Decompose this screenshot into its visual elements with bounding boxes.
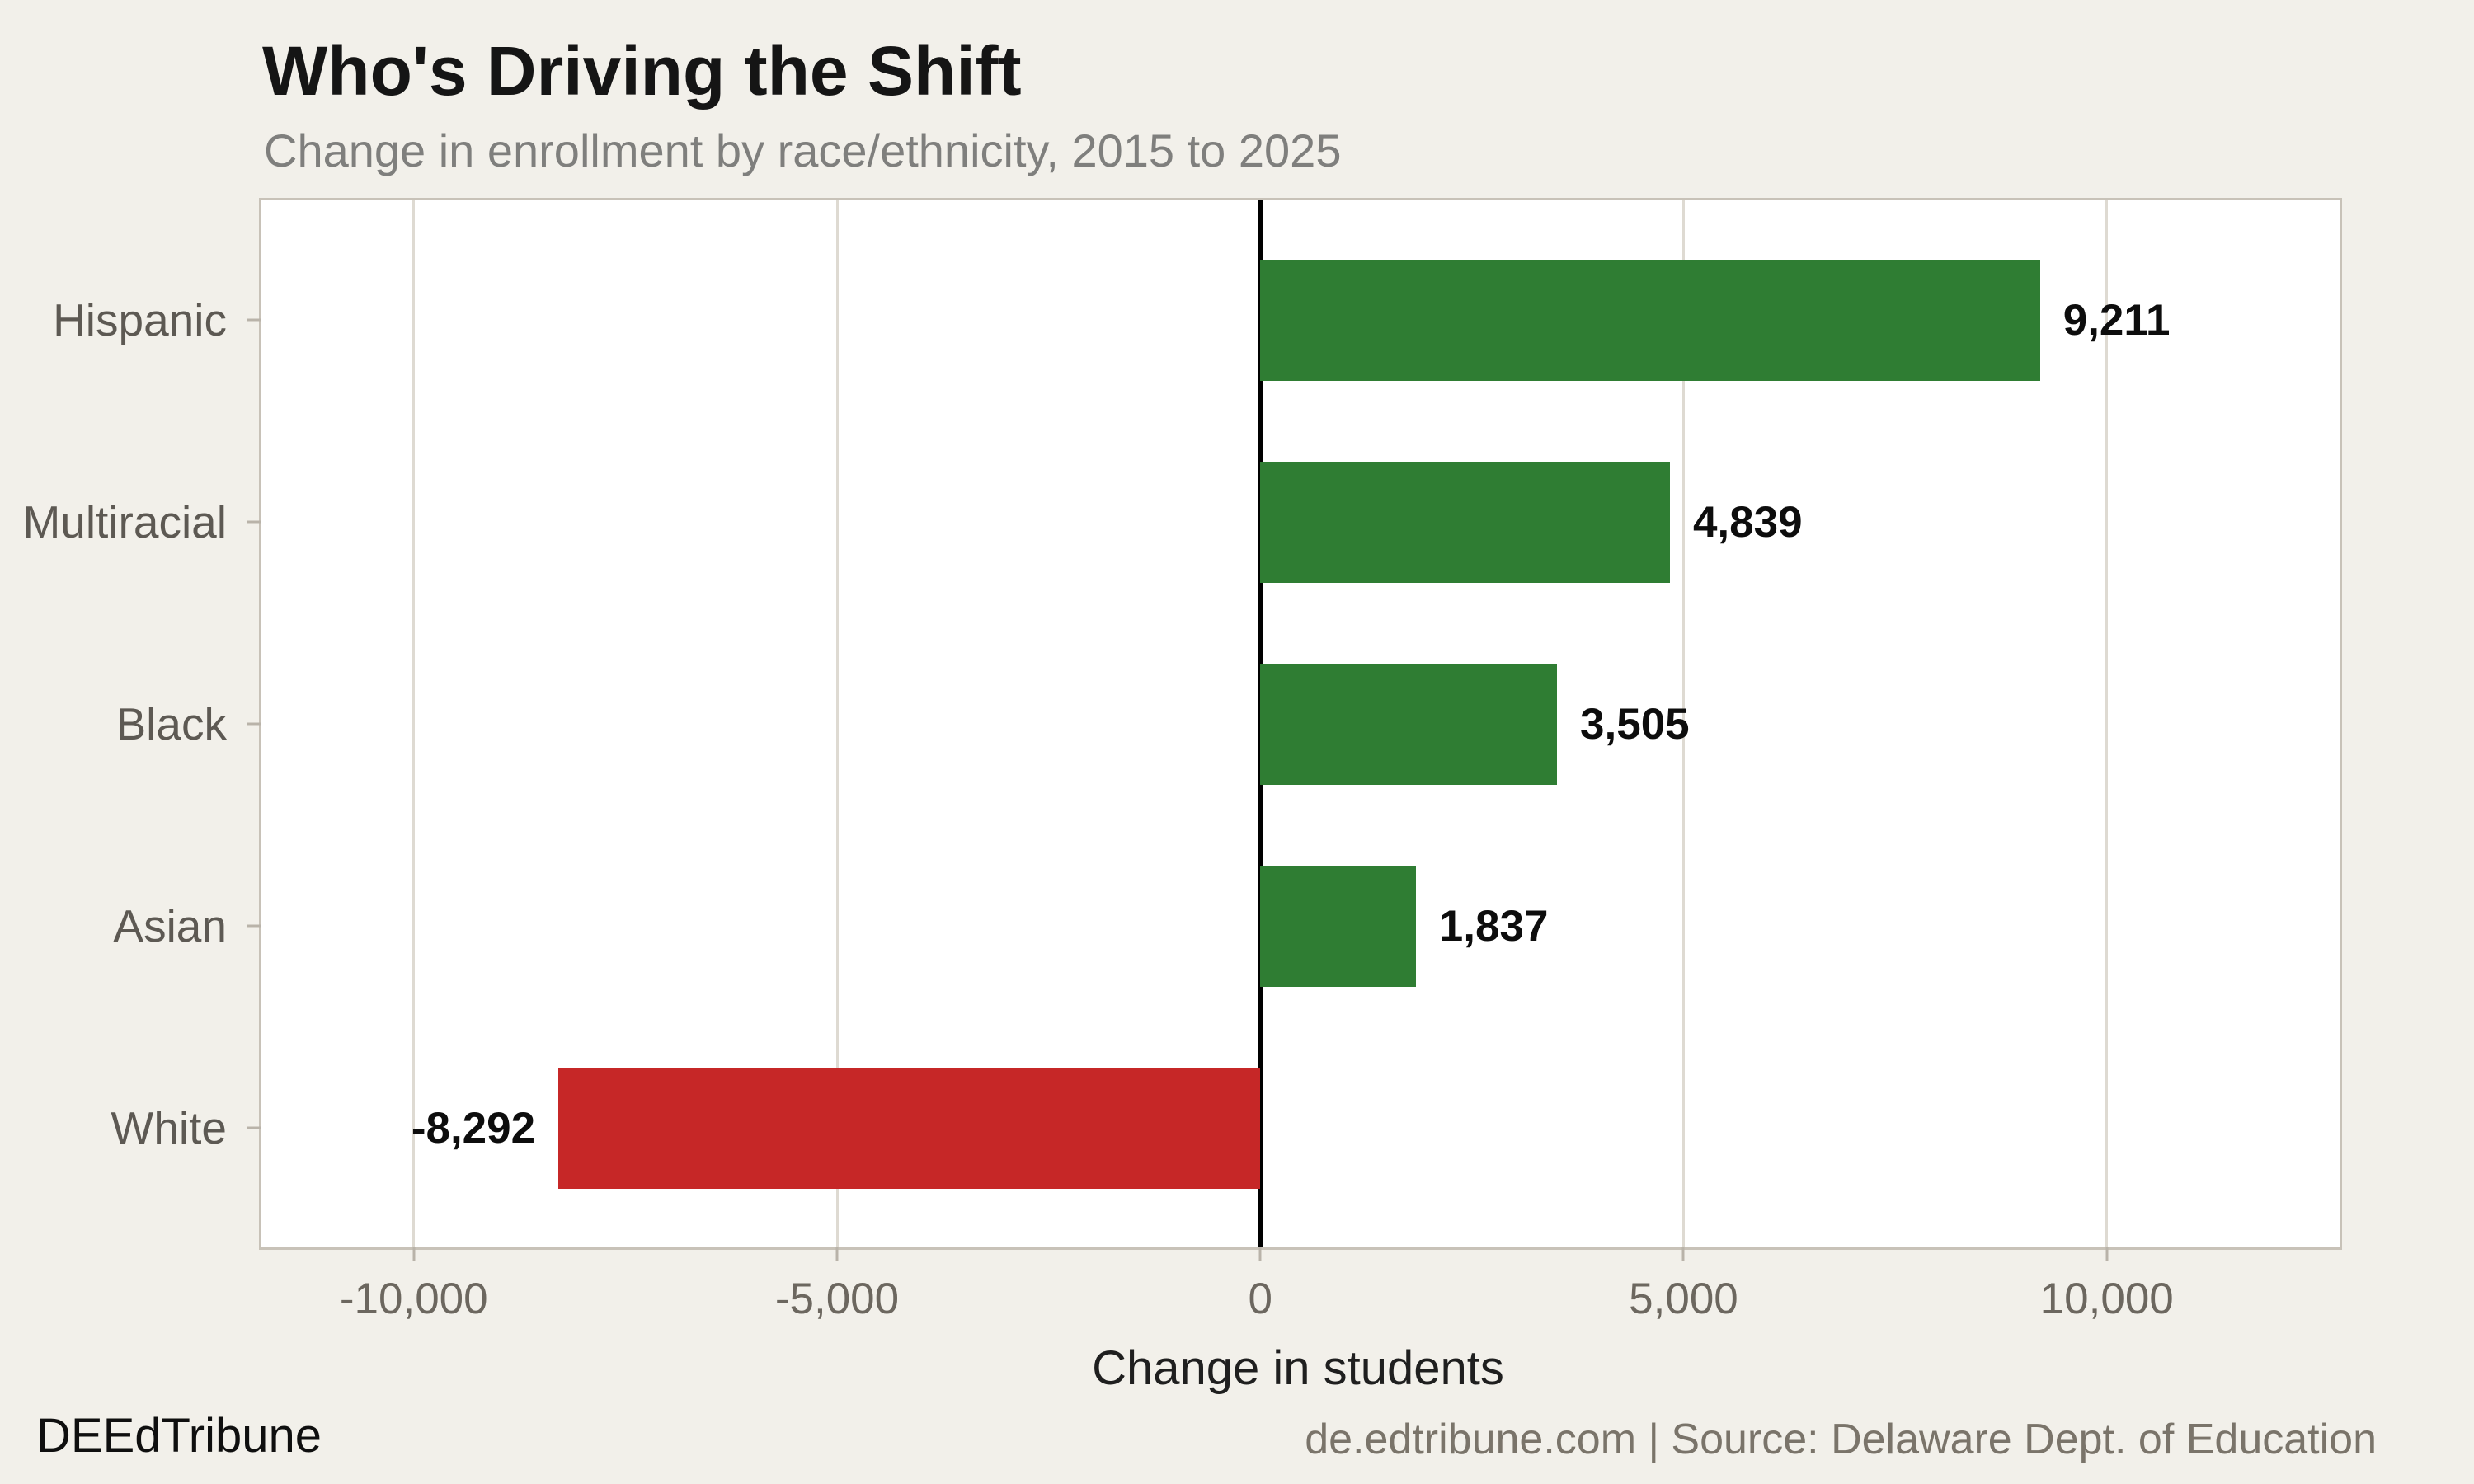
y-axis-label: White — [111, 1102, 227, 1153]
bar-value-label: 4,839 — [1692, 497, 1803, 547]
y-tick-mark — [247, 520, 261, 524]
y-tick-mark — [247, 924, 261, 928]
bar-value-label: 3,505 — [1580, 699, 1690, 749]
x-tick-mark — [2105, 1247, 2109, 1261]
x-tick-label: 5,000 — [1629, 1275, 1738, 1323]
bar-value-label: -8,292 — [411, 1103, 536, 1153]
bar — [1260, 259, 2040, 381]
bar — [1260, 865, 1416, 987]
x-tick-label: 10,000 — [2039, 1275, 2174, 1323]
y-tick-mark — [247, 318, 261, 322]
y-axis-label: Multiracial — [22, 496, 227, 547]
x-tick-label: -10,000 — [339, 1275, 488, 1323]
gridline — [835, 200, 839, 1247]
chart-subtitle: Change in enrollment by race/ethnicity, … — [264, 124, 1342, 176]
bar-value-label: 1,837 — [1438, 901, 1549, 951]
source-attribution: de.edtribune.com | Source: Delaware Dept… — [1305, 1416, 2377, 1463]
bar — [1260, 663, 1557, 785]
x-tick-mark — [412, 1247, 416, 1261]
bar-value-label: 9,211 — [2062, 295, 2171, 345]
chart-title: Who's Driving the Shift — [262, 32, 1022, 110]
bar — [1260, 461, 1670, 583]
y-axis-label: Asian — [113, 900, 227, 951]
gridline — [412, 200, 416, 1247]
x-tick-label: 0 — [1248, 1275, 1272, 1323]
brand-logo-text: DEEdTribune — [36, 1409, 322, 1463]
x-tick-mark — [1258, 1247, 1262, 1261]
x-axis-title: Change in students — [1092, 1341, 1504, 1395]
x-tick-mark — [835, 1247, 839, 1261]
plot-area: -10,000 -5,000 0 5,000 10,000 9,211 Hispanic 4,… — [22, 198, 2342, 1323]
bar — [558, 1067, 1261, 1189]
gridline — [2105, 200, 2109, 1247]
y-axis-label: Black — [115, 698, 228, 749]
x-tick-mark — [1681, 1247, 1685, 1261]
y-axis-label: Hispanic — [53, 294, 227, 345]
y-tick-mark — [247, 722, 261, 726]
y-tick-mark — [247, 1126, 261, 1129]
x-tick-label: -5,000 — [774, 1275, 900, 1323]
gridline — [1681, 200, 1685, 1247]
